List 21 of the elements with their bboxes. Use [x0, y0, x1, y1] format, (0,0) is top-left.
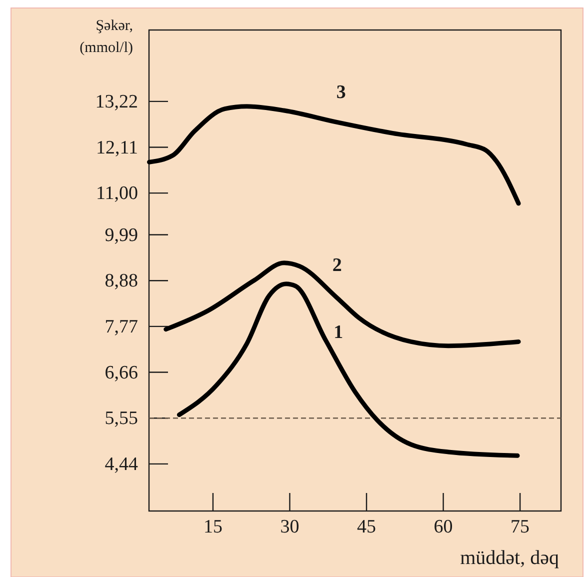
- series-label: 1: [334, 322, 344, 344]
- y-tick-label: 11,00: [96, 183, 138, 204]
- y-tick-label: 5,55: [104, 408, 138, 430]
- y-tick-label: 6,66: [104, 362, 138, 384]
- y-tick-label: 12,11: [96, 137, 138, 158]
- y-tick-label: 7,77: [104, 316, 138, 338]
- x-tick-label: 45: [357, 516, 376, 538]
- line-series: [176, 282, 520, 458]
- x-tick-label: 15: [203, 516, 222, 538]
- y-tick-label: 13,22: [95, 92, 138, 113]
- series-label: 2: [332, 255, 342, 276]
- y-tick-label: 9,99: [104, 224, 138, 246]
- x-axis-title: müddət, dəq: [460, 547, 559, 569]
- y-tick-label: 4,44: [104, 454, 138, 476]
- line-series: [147, 104, 521, 206]
- x-tick-label: 30: [280, 516, 300, 538]
- y-tick-label: 8,88: [104, 270, 138, 292]
- x-tick-label: 75: [510, 516, 530, 538]
- x-tick-label: 60: [434, 516, 453, 538]
- series-label: 3: [336, 82, 346, 104]
- y-axis-title: Şəkər, (mmol/l): [80, 18, 134, 56]
